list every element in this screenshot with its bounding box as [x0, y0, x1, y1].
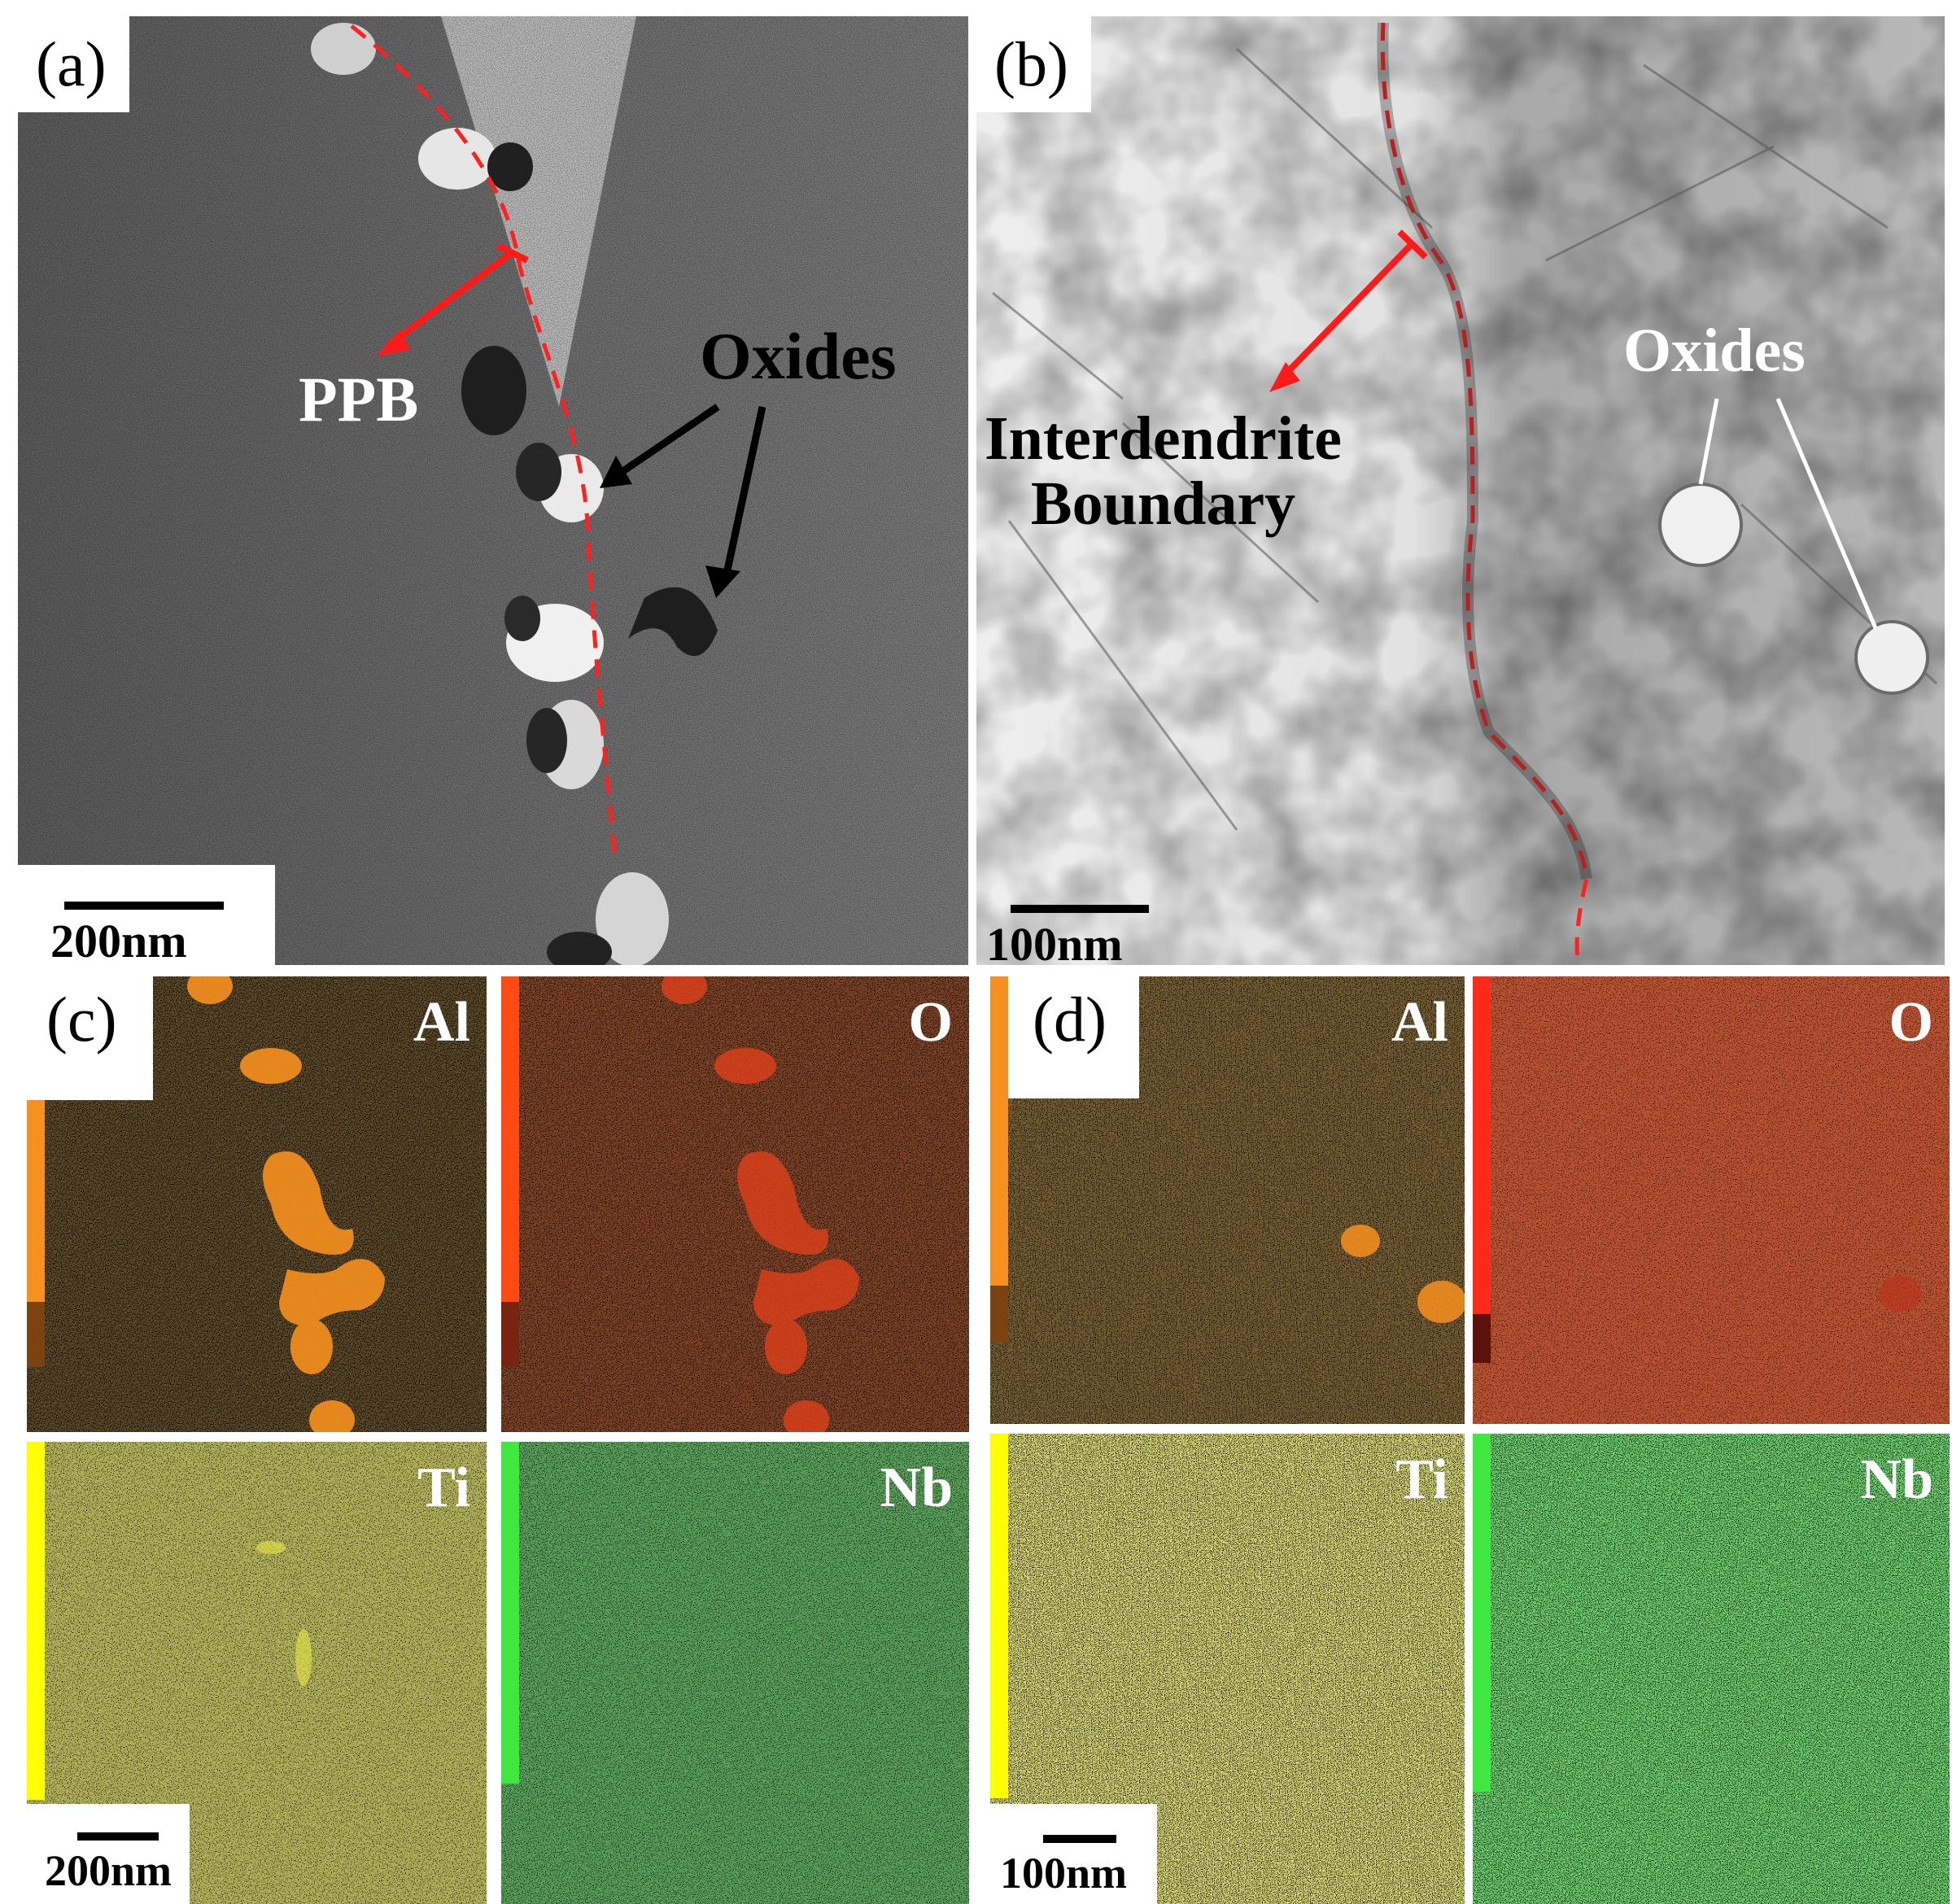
panel-a-letter: (a) [18, 16, 129, 112]
eds-label-c-o: O [908, 991, 953, 1054]
ppb-label: PPB [299, 364, 419, 435]
panel-d-eds-maps: (d) Al O [980, 976, 1952, 1904]
scale-bar-line-a [64, 902, 224, 910]
oxides-lines-b [1698, 398, 1878, 629]
eds-map-d-nb: Nb [1473, 1434, 1950, 1904]
eds-label-c-ti: Ti [417, 1456, 470, 1519]
eds-map-c-nb: Nb [501, 1442, 969, 1904]
colorbar-d-o [1473, 976, 1491, 1314]
colorbar-c-ti [27, 1442, 45, 1800]
eds-map-d-o: O [1473, 976, 1950, 1424]
scale-bar-line-b [1011, 905, 1149, 913]
panel-b-letter: (b) [976, 16, 1091, 112]
boundary-label-line1: Interdendrite [985, 404, 1343, 473]
eds-label-c-nb: Nb [880, 1456, 953, 1519]
scale-bar-a: 200nm [18, 865, 275, 965]
colorbar-d-nb [1473, 1434, 1491, 1792]
scale-bar-label-b: 100nm [986, 918, 1123, 966]
eds-map-d-al: (d) Al [990, 976, 1465, 1424]
interdendrite-boundary-line [1380, 22, 1589, 965]
al-rich-regions [187, 976, 385, 1432]
ppb-boundary-line [350, 24, 618, 863]
colorbar-d-al [990, 976, 1008, 1286]
eds-map-c-al: (c) Al [27, 976, 487, 1432]
eds-map-c-o: O [501, 976, 969, 1432]
panel-c-letter: (c) [27, 976, 153, 1100]
interdendrite-boundary-label: Interdendrite Boundary [985, 404, 1343, 538]
colorbar-d-ti [990, 1434, 1008, 1798]
o-rich-regions [662, 976, 859, 1432]
oxides-label-b: Oxides [1623, 317, 1806, 385]
panel-d-letter: (d) [1008, 976, 1139, 1098]
eds-map-c-ti: Ti 200nm [27, 1442, 487, 1904]
colorbar-c-o [501, 976, 519, 1302]
dislocation-lines [992, 47, 1938, 831]
colorbar-c-nb [501, 1442, 519, 1784]
panel-a-tem-image: (a) PPB Oxides 200nm [18, 16, 968, 965]
eds-label-c-al: Al [413, 991, 470, 1054]
oxide-particles-a [311, 23, 718, 965]
panel-b-tem-image: (b) Interdendrite Boundary Oxides 100nm [976, 16, 1945, 965]
scale-bar-c: 200nm [27, 1804, 190, 1904]
eds-label-d-ti: Ti [1395, 1448, 1448, 1511]
scale-bar-d: 100nm [990, 1804, 1157, 1904]
scale-bar-label-a: 200nm [50, 915, 187, 965]
scale-bar-label-c: 200nm [45, 1846, 172, 1895]
boundary-arrow [1269, 229, 1428, 392]
oxides-arrows-a [600, 404, 766, 598]
eds-label-d-nb: Nb [1860, 1448, 1933, 1511]
scale-bar-b: 100nm [976, 875, 1176, 965]
eds-label-d-al: Al [1391, 991, 1448, 1054]
scale-bar-line-d [1043, 1835, 1116, 1843]
oxides-label-a: Oxides [700, 319, 897, 393]
panel-c-eds-maps: (c) Al O [0, 976, 975, 1904]
scale-bar-label-d: 100nm [1000, 1849, 1128, 1897]
panel-b-micrograph [976, 16, 1945, 965]
boundary-label-line2: Boundary [1030, 469, 1296, 538]
ppb-arrow [376, 242, 529, 356]
panel-a-micrograph [18, 16, 968, 965]
eds-label-d-o: O [1889, 991, 1933, 1054]
scale-bar-line-c [77, 1832, 159, 1841]
eds-map-d-ti: Ti 100nm [990, 1434, 1465, 1904]
